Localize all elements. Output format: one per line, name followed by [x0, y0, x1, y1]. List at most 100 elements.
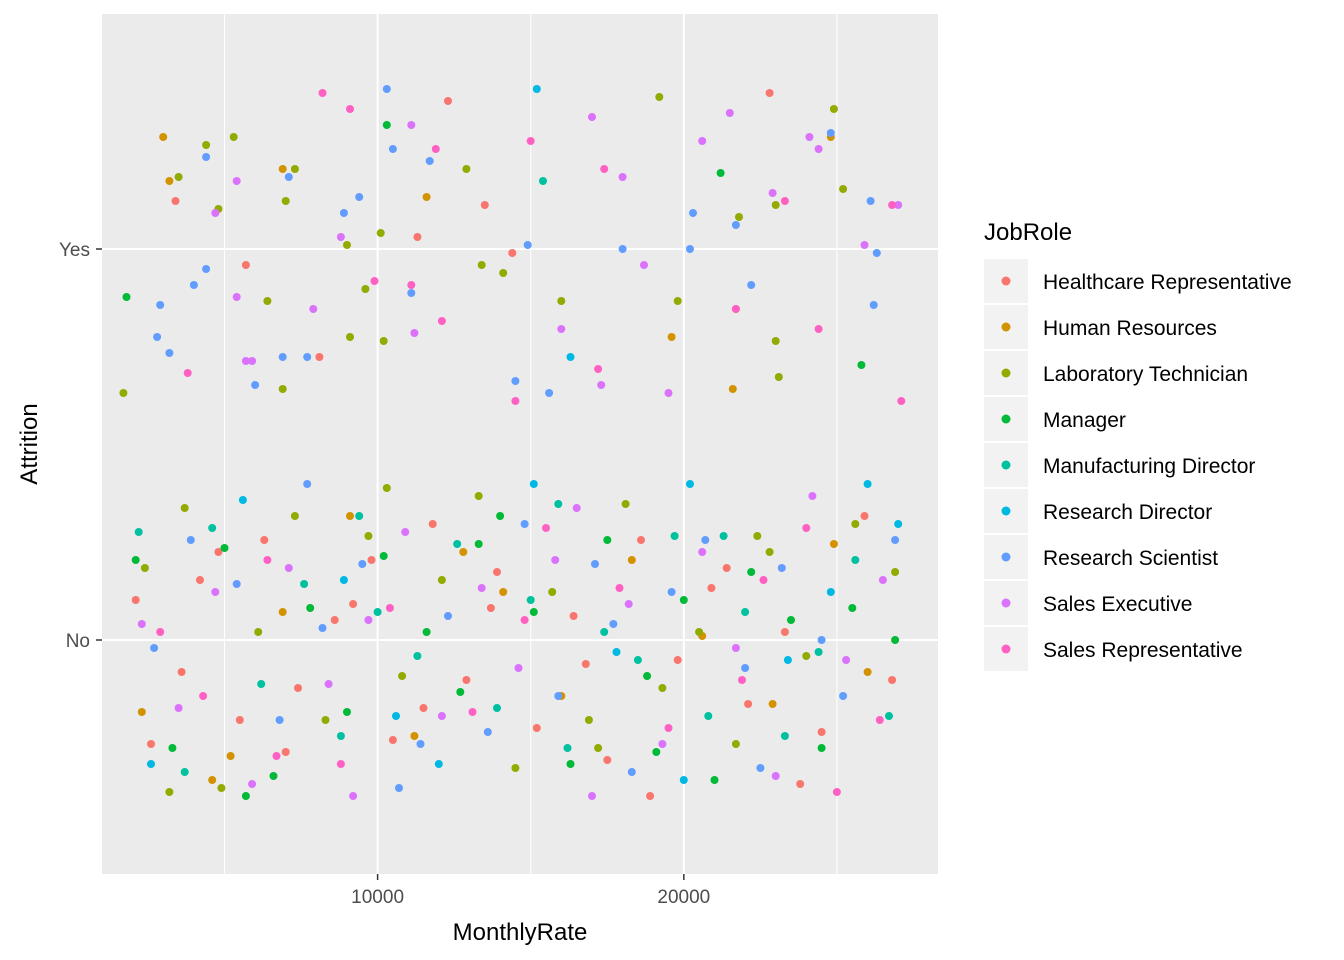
data-point: [869, 301, 878, 309]
data-point: [756, 764, 765, 772]
data-point: [600, 628, 609, 636]
data-point: [486, 604, 495, 612]
data-point: [581, 660, 590, 668]
data-point: [278, 608, 287, 616]
data-point: [202, 141, 211, 149]
legend-label: Research Director: [1043, 501, 1212, 524]
data-point: [731, 740, 740, 748]
data-point: [434, 760, 443, 768]
data-point: [686, 245, 694, 253]
legend-swatch: [1001, 322, 1011, 332]
data-point: [413, 233, 422, 241]
data-point: [232, 580, 241, 588]
data-point: [747, 568, 756, 576]
data-point: [284, 173, 293, 181]
data-point: [480, 201, 489, 209]
data-point: [401, 528, 410, 536]
data-point: [704, 712, 713, 720]
data-point: [780, 732, 789, 740]
data-point: [627, 768, 636, 776]
data-point: [566, 760, 575, 768]
data-point: [422, 628, 431, 636]
data-point: [851, 556, 860, 564]
data-point: [832, 788, 841, 796]
data-point: [422, 193, 431, 201]
data-point: [119, 389, 128, 397]
data-point: [594, 744, 603, 752]
data-point: [551, 556, 560, 564]
data-point: [572, 504, 581, 512]
data-point: [891, 536, 900, 544]
data-point: [526, 596, 535, 604]
data-point: [248, 357, 257, 365]
data-point: [539, 177, 547, 185]
data-point: [208, 776, 217, 784]
data-point: [303, 480, 312, 488]
data-point: [241, 261, 250, 269]
data-point: [189, 281, 198, 289]
legend-label: Healthcare Representative: [1043, 271, 1292, 294]
data-point: [147, 760, 155, 768]
legend-title: JobRole: [984, 219, 1072, 246]
data-point: [802, 652, 811, 660]
data-point: [496, 512, 505, 520]
y-tick-label: No: [66, 631, 90, 652]
data-point: [851, 520, 860, 528]
data-point: [180, 504, 189, 512]
data-point: [140, 564, 149, 572]
data-point: [891, 568, 900, 576]
data-point: [321, 716, 330, 724]
data-point: [174, 173, 183, 181]
data-point: [376, 229, 385, 237]
data-point: [719, 532, 728, 540]
data-point: [652, 748, 661, 756]
data-point: [444, 612, 452, 620]
data-point: [771, 772, 780, 780]
data-point: [591, 560, 599, 568]
data-point: [569, 612, 578, 620]
data-point: [686, 480, 694, 488]
data-point: [771, 337, 780, 345]
data-point: [186, 536, 195, 544]
legend-swatch: [1001, 460, 1011, 470]
data-point: [235, 716, 244, 724]
data-point: [147, 740, 155, 748]
data-point: [177, 668, 186, 676]
legend-swatch: [1001, 506, 1011, 516]
data-point: [557, 325, 566, 333]
x-tick-label: 10000: [351, 887, 404, 908]
data-point: [695, 628, 704, 636]
data-points: [119, 85, 906, 800]
data-point: [324, 680, 333, 688]
data-point: [814, 648, 823, 656]
data-point: [131, 596, 140, 604]
data-point: [431, 145, 440, 153]
data-point: [667, 588, 676, 596]
legend-label: Sales Executive: [1043, 593, 1192, 616]
data-point: [508, 249, 517, 257]
data-point: [842, 656, 851, 664]
data-point: [437, 576, 446, 584]
data-point: [388, 145, 397, 153]
data-point: [211, 588, 220, 596]
data-point: [780, 628, 789, 636]
data-point: [202, 153, 211, 161]
data-point: [300, 580, 309, 588]
data-point: [220, 544, 229, 552]
data-point: [263, 556, 272, 564]
data-point: [689, 209, 697, 217]
data-point: [165, 177, 174, 185]
data-point: [336, 760, 345, 768]
data-point: [483, 728, 492, 736]
data-point: [278, 353, 287, 361]
data-point: [437, 712, 446, 720]
data-point: [738, 676, 746, 684]
data-point: [655, 93, 664, 101]
data-point: [254, 628, 263, 636]
data-point: [618, 173, 627, 181]
legend-swatch: [1001, 414, 1011, 424]
data-point: [272, 752, 281, 760]
data-point: [529, 608, 538, 616]
data-point: [511, 764, 520, 772]
